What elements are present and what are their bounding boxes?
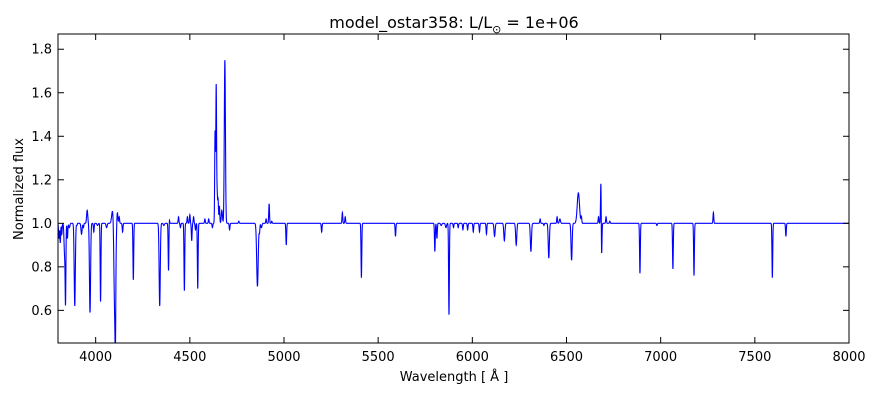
y-tick-label: 1.4 xyxy=(31,130,52,145)
chart-title-suffix: = 1e+06 xyxy=(501,13,578,32)
y-tick-label: 1.2 xyxy=(31,173,52,188)
y-tick-label: 1.8 xyxy=(31,43,52,58)
plot-area xyxy=(57,33,850,344)
y-axis: 0.6 0.8 1.0 1.2 1.4 1.6 1.8 xyxy=(31,43,849,319)
x-tick-label: 6500 xyxy=(550,350,583,365)
x-axis-label: Wavelength [ Å ] xyxy=(400,369,509,385)
x-tick-label: 6000 xyxy=(456,350,489,365)
y-tick-label: 1.6 xyxy=(31,86,52,101)
x-tick-label: 5000 xyxy=(267,350,300,365)
x-tick-label: 4000 xyxy=(79,350,112,365)
x-tick-label: 7000 xyxy=(644,350,677,365)
x-axis: 4000 4500 5000 5500 6000 6500 7000 7500 8000 xyxy=(79,34,866,365)
x-tick-label: 7500 xyxy=(738,350,771,365)
y-tick-label: 1.0 xyxy=(31,217,52,232)
y-tick-label: 0.6 xyxy=(31,304,52,319)
x-tick-label: 4500 xyxy=(173,350,206,365)
axes-frame xyxy=(57,33,850,344)
x-tick-label: 8000 xyxy=(832,350,865,365)
chart-title-subscript: ⊙ xyxy=(492,23,501,36)
series-line-spectrum xyxy=(58,60,849,343)
y-tick-label: 0.8 xyxy=(31,260,52,275)
x-tick-label: 5500 xyxy=(362,350,395,365)
chart-title: model_ostar358: L/L⊙ = 1e+06 xyxy=(329,13,578,36)
y-axis-label: Normalized flux xyxy=(12,138,27,240)
chart-title-main: model_ostar358: L/L xyxy=(329,13,492,33)
